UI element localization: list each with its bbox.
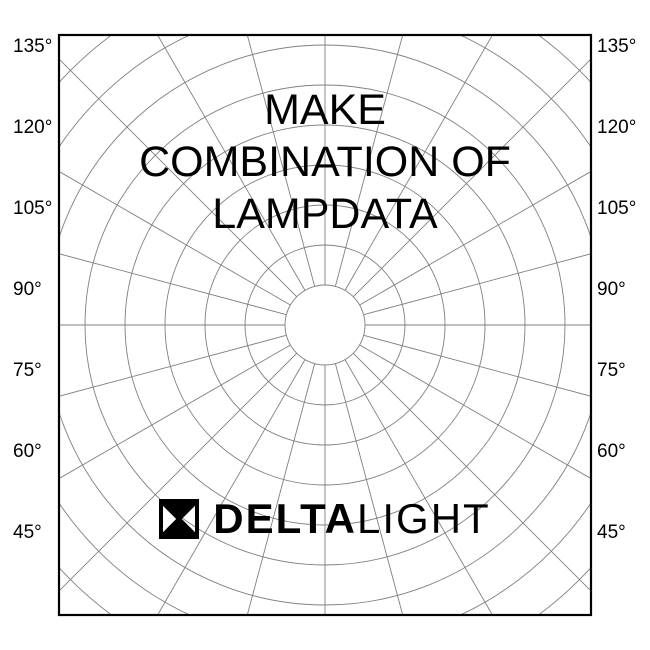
angle-tick-right: 90°	[597, 279, 626, 301]
angle-tick-right: 75°	[597, 360, 626, 382]
angle-tick-right: 120°	[597, 117, 636, 139]
brand-light: LIGHT	[357, 495, 491, 542]
brand-row: DELTALIGHT	[0, 495, 650, 544]
angle-tick-left: 120°	[13, 117, 52, 139]
brand-text: DELTALIGHT	[213, 495, 490, 543]
message-line-1: MAKE	[0, 86, 650, 135]
brand-bold: DELTA	[213, 495, 357, 542]
diagram-canvas: MAKE COMBINATION OF LAMPDATA DELTALIGHT …	[0, 0, 650, 650]
angle-tick-left: 90°	[13, 279, 42, 301]
angle-tick-right: 45°	[597, 522, 626, 544]
angle-tick-left: 75°	[13, 360, 42, 382]
angle-tick-left: 45°	[13, 522, 42, 544]
angle-tick-right: 135°	[597, 36, 636, 58]
angle-tick-left: 135°	[13, 36, 52, 58]
angle-tick-right: 105°	[597, 198, 636, 220]
message-line-3: LAMPDATA	[0, 190, 650, 239]
brand-logo-icon	[159, 499, 199, 539]
angle-tick-left: 105°	[13, 198, 52, 220]
angle-tick-left: 60°	[13, 441, 42, 463]
message-line-2: COMBINATION OF	[0, 138, 650, 187]
angle-tick-right: 60°	[597, 441, 626, 463]
